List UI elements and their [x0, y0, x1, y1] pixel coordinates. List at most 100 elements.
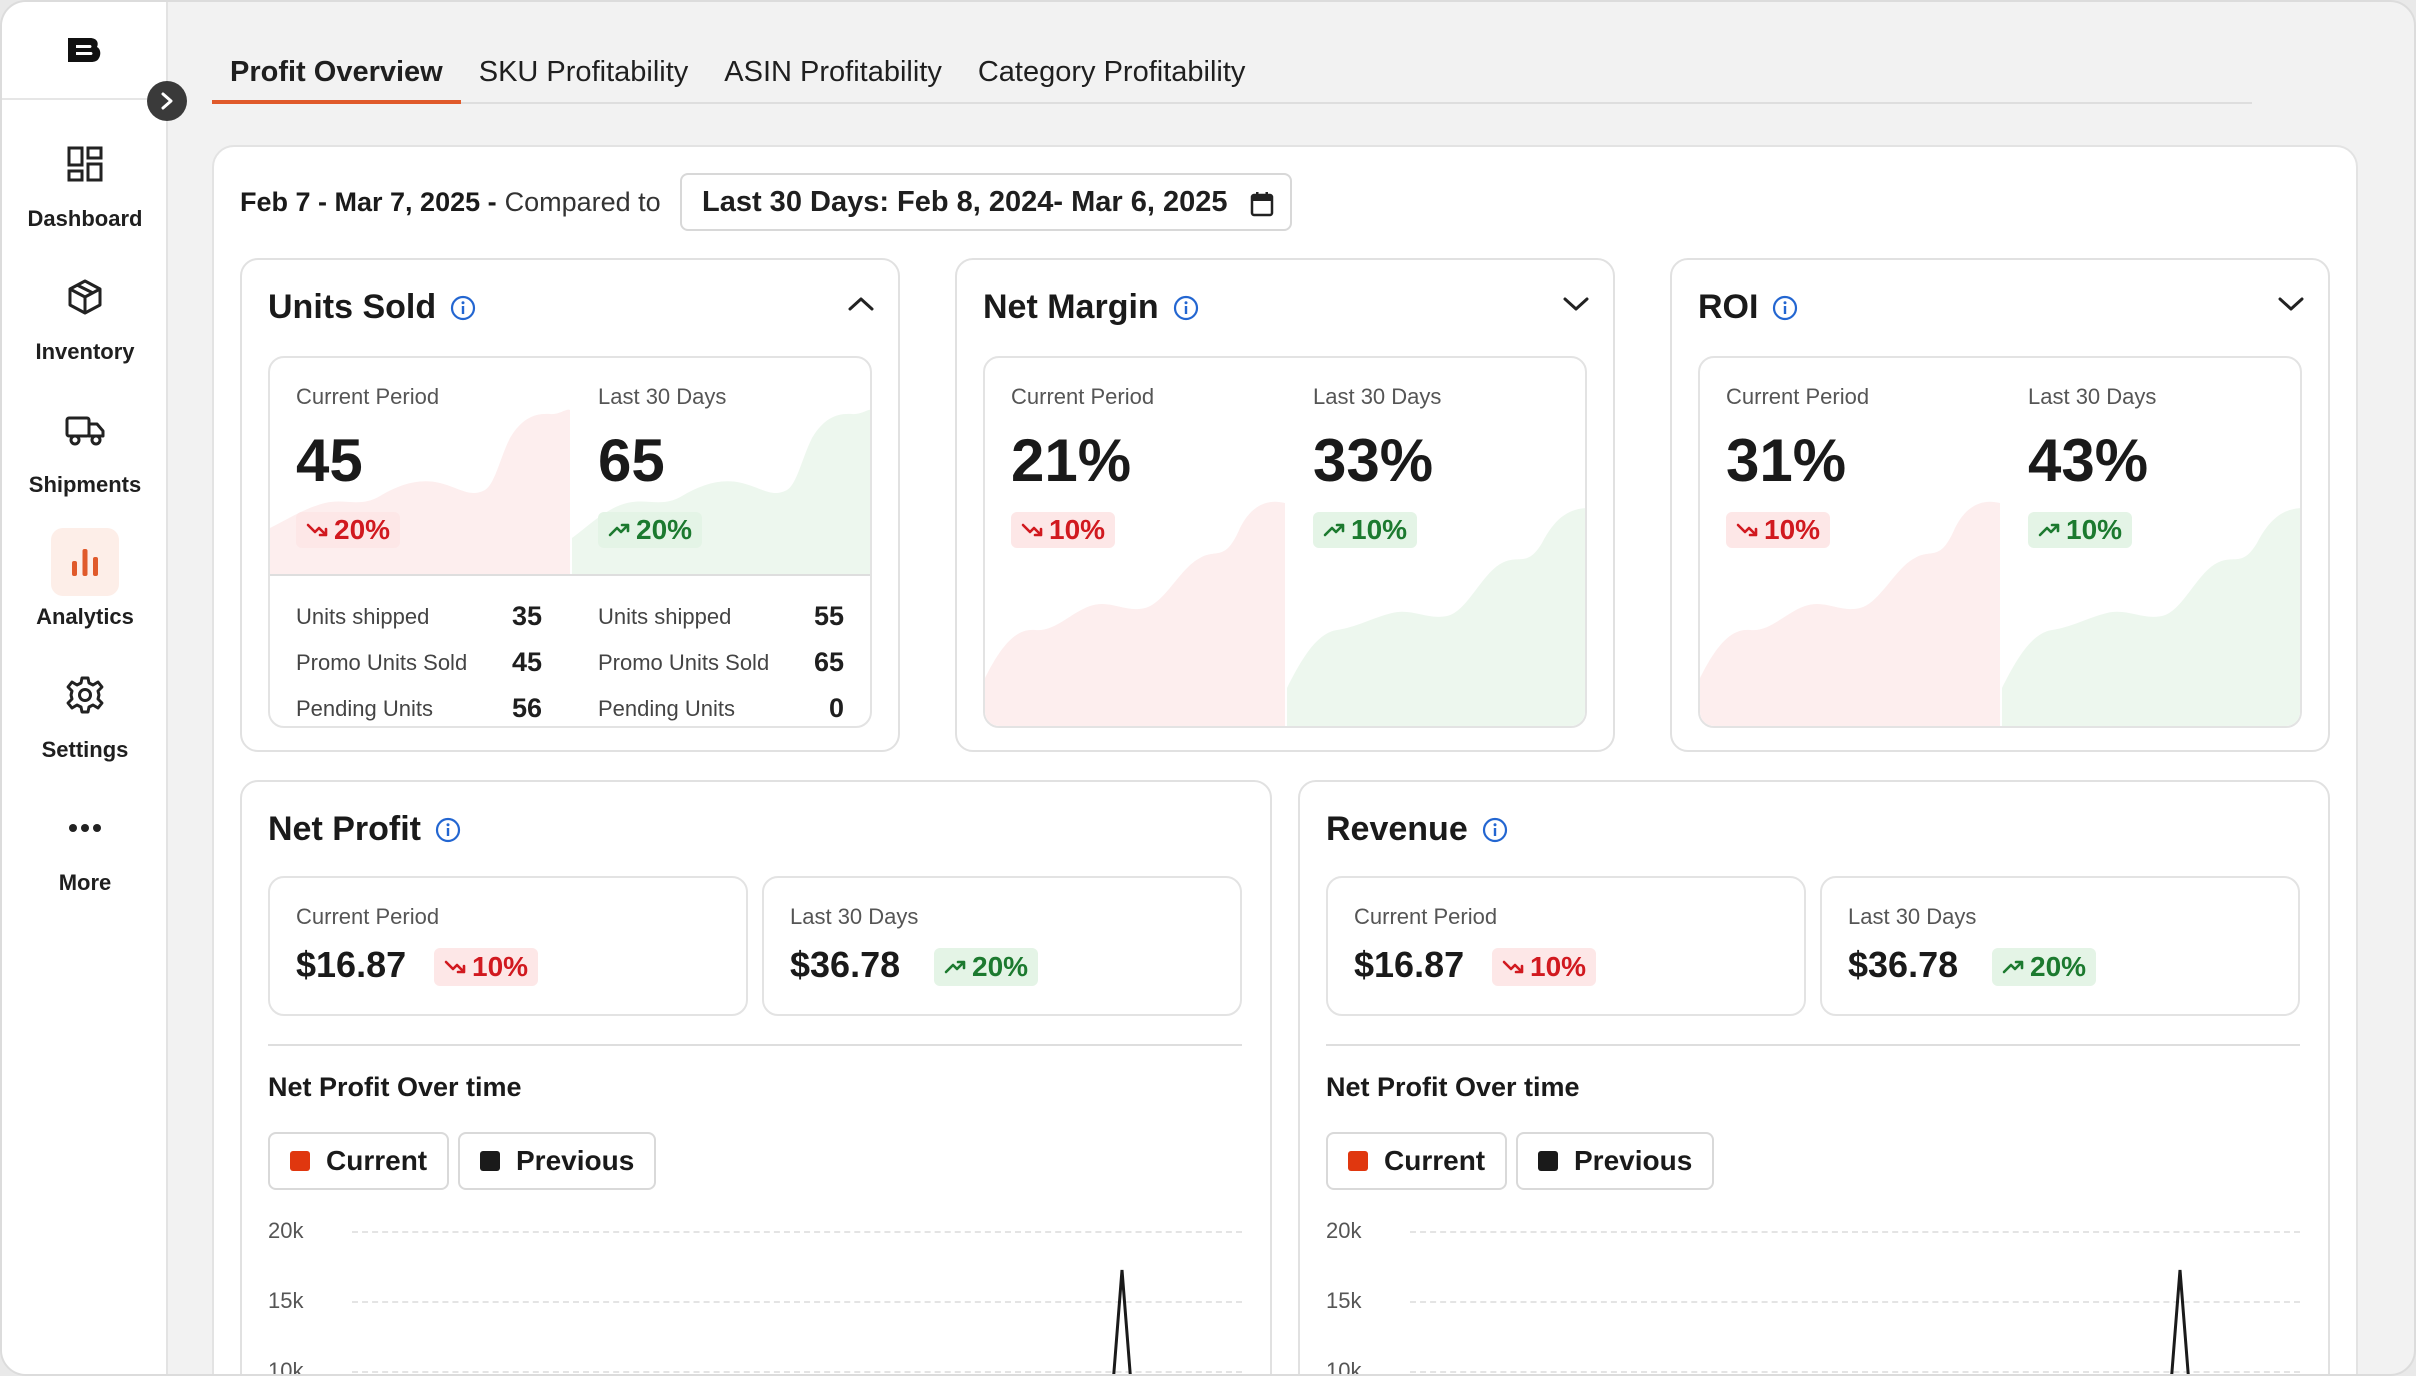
chevron-right-icon: [161, 92, 173, 110]
current-period-stat: Current Period $16.87 10%: [1326, 876, 1806, 1016]
detail-value: 56: [511, 693, 542, 723]
current-period-label: Current Period: [296, 384, 440, 409]
card-title: ROI: [1698, 288, 1798, 327]
detail-value: 65: [813, 647, 844, 677]
change-value: 10%: [1764, 514, 1821, 545]
previous-period-value: $36.78: [790, 944, 901, 985]
change-badge-positive: 20%: [934, 948, 1039, 986]
trending-up-icon: [2002, 960, 2024, 974]
sidebar-item-label: Analytics: [36, 604, 134, 629]
units-sold-title: Units Sold: [268, 288, 437, 326]
info-icon[interactable]: [435, 817, 461, 843]
date-range-text: Feb 7 - Mar 7, 2025 -: [240, 186, 497, 217]
detail-label: Promo Units Sold: [598, 650, 770, 675]
trending-down-icon: [444, 960, 466, 974]
legend-current-button[interactable]: Current: [268, 1132, 450, 1190]
legend-previous-button[interactable]: Previous: [458, 1132, 657, 1190]
sidebar: Dashboard Inventory Shipments: [2, 2, 168, 1374]
trending-up-icon: [608, 523, 630, 537]
sidebar-item-shipments[interactable]: Shipments: [2, 396, 168, 506]
legend-label: Current: [1384, 1145, 1486, 1176]
current-period-panel: Current Period 31% 10%: [1700, 358, 2000, 726]
sidebar-item-more[interactable]: More: [2, 794, 168, 904]
sidebar-item-label: More: [58, 870, 112, 895]
comparison-date-picker[interactable]: Last 30 Days: Feb 8, 2024- Mar 6, 2025: [680, 173, 1292, 231]
previous-series-line: [2170, 1269, 2190, 1374]
roi-card: ROI Current Period 31% 10%: [1670, 258, 2330, 752]
more-icon: [51, 794, 119, 862]
logo[interactable]: [2, 2, 166, 100]
date-range-row: Feb 7 - Mar 7, 2025 - Compared to: [240, 174, 661, 230]
chevron-up-icon[interactable]: [846, 294, 876, 314]
trending-up-icon: [2038, 523, 2060, 537]
legend-previous-button[interactable]: Previous: [1516, 1132, 1715, 1190]
trending-down-icon: [1736, 523, 1758, 537]
sidebar-item-settings[interactable]: Settings: [2, 661, 168, 771]
current-sparkline: [985, 501, 1285, 726]
detail-label: Units shipped: [598, 604, 732, 629]
legend-current-button[interactable]: Current: [1326, 1132, 1508, 1190]
chart-title: Net Profit Over time: [268, 1072, 522, 1102]
tab-profit-overview[interactable]: Profit Overview: [212, 42, 461, 104]
tab-asin-profitability[interactable]: ASIN Profitability: [724, 55, 942, 88]
sidebar-item-dashboard[interactable]: Dashboard: [2, 130, 168, 240]
detail-label: Units shipped: [296, 604, 430, 629]
tab-category-profitability[interactable]: Category Profitability: [977, 55, 1246, 88]
roi-title: ROI: [1698, 288, 1759, 326]
info-icon[interactable]: [450, 295, 476, 321]
gridline: [1410, 1231, 2300, 1233]
current-period-label: Current Period: [1726, 384, 1870, 409]
change-badge-positive: 20%: [598, 512, 703, 548]
info-icon[interactable]: [1482, 817, 1508, 843]
revenue-card: Revenue Current Period $16.87 10% Last 3…: [1298, 780, 2330, 1376]
sidebar-item-analytics[interactable]: Analytics: [2, 528, 168, 638]
net-margin-inner-panel: Current Period 21% 10% Last 30 Days 33% …: [983, 356, 1587, 728]
previous-period-panel: Last 30 Days 43% 10%: [2002, 358, 2300, 726]
y-tick-label: 15k: [1326, 1288, 1362, 1313]
info-icon[interactable]: [1173, 295, 1199, 321]
previous-period-stat: Last 30 Days $36.78 20%: [762, 876, 1242, 1016]
card-title: Net Margin: [983, 288, 1199, 327]
sidebar-item-label: Settings: [41, 737, 129, 762]
previous-period-label: Last 30 Days: [790, 904, 919, 929]
current-period-label: Current Period: [1354, 904, 1498, 929]
chevron-down-icon[interactable]: [1561, 294, 1591, 314]
tab-sku-profitability[interactable]: SKU Profitability: [478, 55, 689, 88]
previous-period-value: 43%: [2028, 427, 2149, 494]
units-sold-card: Units Sold Current Period 45 20%: [240, 258, 900, 752]
current-period-value: $16.87: [296, 944, 407, 985]
truck-icon: [51, 396, 119, 464]
card-title: Units Sold: [268, 288, 476, 327]
chevron-down-icon[interactable]: [2276, 294, 2306, 314]
previous-period-value: $36.78: [1848, 944, 1959, 985]
trending-down-icon: [306, 523, 328, 537]
sidebar-item-label: Dashboard: [27, 206, 143, 231]
info-icon[interactable]: [1772, 295, 1798, 321]
previous-period-label: Last 30 Days: [2028, 384, 2157, 409]
net-margin-card: Net Margin Current Period 21% 10%: [955, 258, 1615, 752]
previous-period-label: Last 30 Days: [1848, 904, 1977, 929]
dashboard-icon: [51, 130, 119, 198]
current-period-panel: Current Period 21% 10%: [985, 358, 1285, 726]
current-period-value: 21%: [1011, 427, 1132, 494]
y-tick-label: 10k: [1326, 1358, 1362, 1376]
change-badge-negative: 10%: [1011, 512, 1116, 548]
previous-period-label: Last 30 Days: [1313, 384, 1442, 409]
legend-swatch-current: [1348, 1151, 1368, 1171]
current-period-panel: Current Period 45 20%: [270, 358, 570, 574]
previous-period-panel: Last 30 Days 33% 10%: [1287, 358, 1585, 726]
compared-to-label: Compared to: [504, 186, 661, 217]
previous-period-value: 65: [598, 427, 665, 494]
change-badge-negative: 10%: [1726, 512, 1831, 548]
sidebar-toggle-button[interactable]: [147, 81, 187, 121]
change-badge-negative: 10%: [1492, 948, 1597, 986]
chart-title: Net Profit Over time: [1326, 1072, 1580, 1102]
y-tick-label: 10k: [268, 1358, 304, 1376]
sidebar-item-inventory[interactable]: Inventory: [2, 263, 168, 373]
net-profit-title: Net Profit: [268, 810, 421, 848]
gridline: [352, 1301, 1242, 1303]
change-value: 20%: [334, 514, 391, 545]
change-badge-negative: 10%: [434, 948, 539, 986]
previous-sparkline: [2002, 508, 2300, 726]
y-tick-label: 20k: [268, 1218, 304, 1243]
